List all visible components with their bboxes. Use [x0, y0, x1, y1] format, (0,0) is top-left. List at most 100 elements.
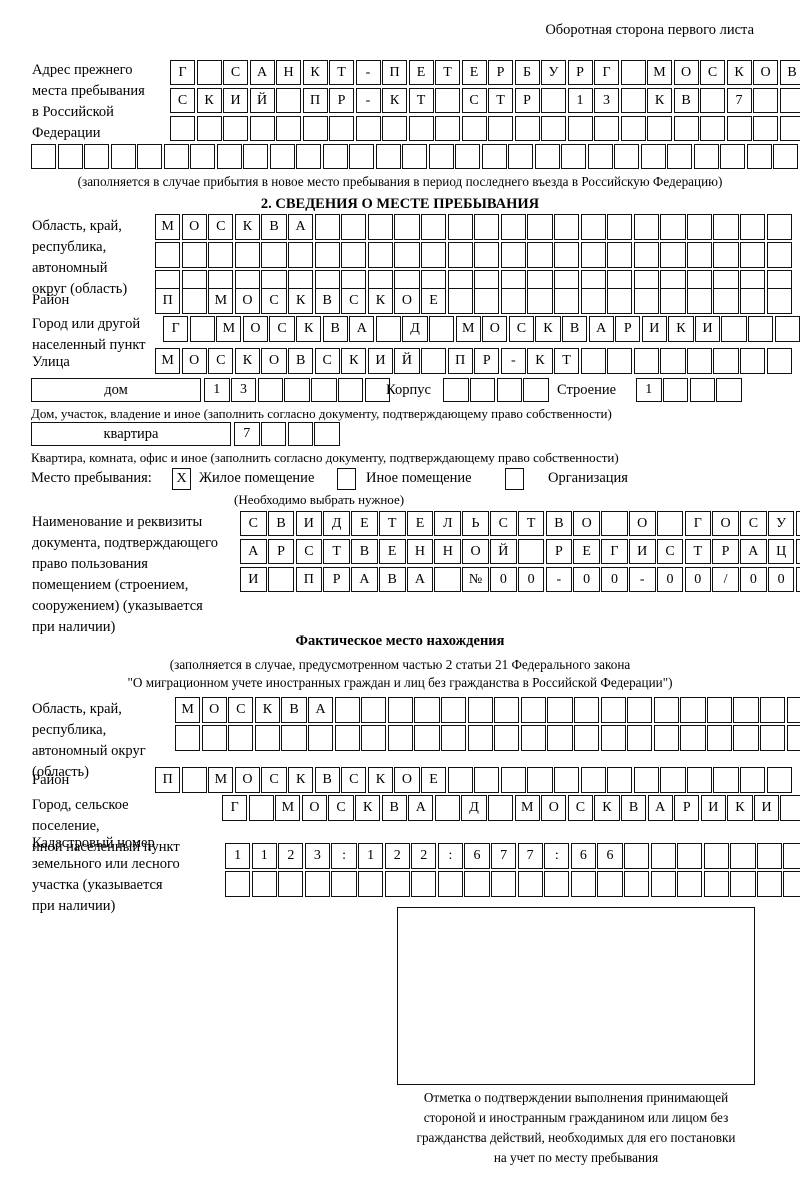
char-cell[interactable]	[281, 725, 307, 751]
char-cell[interactable]	[680, 697, 706, 723]
char-cell[interactable]: Г	[222, 795, 248, 821]
char-cell[interactable]: А	[406, 567, 434, 592]
char-cell[interactable]	[304, 871, 331, 897]
char-cell[interactable]: Н	[276, 60, 301, 85]
char-cell[interactable]	[474, 767, 500, 793]
char-cell[interactable]	[494, 697, 520, 723]
char-cell[interactable]	[341, 214, 367, 240]
char-cell[interactable]	[689, 378, 716, 402]
char-cell[interactable]	[587, 144, 613, 169]
char-cell[interactable]	[703, 871, 729, 897]
char-cell[interactable]	[779, 116, 800, 141]
char-cell[interactable]: С	[208, 348, 234, 374]
char-cell[interactable]	[420, 242, 447, 268]
char-cell[interactable]	[84, 144, 109, 169]
char-cell[interactable]	[402, 144, 427, 169]
char-cell[interactable]: 6	[464, 843, 490, 869]
char-cell[interactable]: К	[647, 88, 672, 113]
char-cell[interactable]: Г	[163, 316, 189, 342]
char-cell[interactable]	[387, 697, 414, 723]
char-cell[interactable]	[334, 725, 360, 751]
char-cell[interactable]	[481, 144, 507, 169]
char-cell[interactable]	[534, 144, 560, 169]
char-cell[interactable]	[607, 214, 633, 240]
char-cell[interactable]: В	[267, 511, 295, 536]
char-cell[interactable]: 3	[230, 378, 257, 402]
char-cell[interactable]	[740, 348, 766, 374]
char-cell[interactable]	[756, 871, 783, 897]
char-cell[interactable]	[223, 116, 248, 141]
char-cell[interactable]	[567, 116, 593, 141]
char-cell[interactable]	[163, 144, 189, 169]
char-cell[interactable]	[766, 242, 792, 268]
char-cell[interactable]	[580, 288, 606, 314]
char-cell[interactable]	[673, 116, 699, 141]
char-cell[interactable]: К	[254, 697, 281, 723]
char-cell[interactable]: П	[302, 88, 328, 113]
char-cell[interactable]	[766, 288, 792, 314]
char-cell[interactable]: 2	[384, 843, 410, 869]
char-cell[interactable]: Р	[674, 795, 700, 821]
char-cell[interactable]	[435, 88, 460, 113]
char-cell[interactable]	[553, 214, 580, 240]
char-cell[interactable]: 1	[636, 378, 662, 402]
char-cell[interactable]	[523, 378, 549, 402]
char-cell[interactable]	[662, 378, 689, 402]
char-cell[interactable]: /	[712, 567, 739, 592]
char-cell[interactable]	[561, 144, 586, 169]
char-cell[interactable]	[201, 725, 227, 751]
char-cell[interactable]: Т	[378, 511, 406, 536]
char-cell[interactable]	[633, 214, 659, 240]
char-cell[interactable]	[384, 871, 410, 897]
char-cell[interactable]	[580, 214, 606, 240]
char-cell[interactable]: Ь	[462, 511, 489, 536]
char-cell[interactable]: М	[208, 288, 234, 314]
char-cell[interactable]: Е	[573, 539, 600, 564]
char-cell[interactable]: К	[287, 288, 314, 314]
char-cell[interactable]	[753, 116, 778, 141]
char-cell[interactable]: Е	[378, 539, 406, 564]
char-cell[interactable]	[527, 288, 553, 314]
char-cell[interactable]	[461, 116, 487, 141]
char-cell[interactable]: С	[295, 539, 323, 564]
char-cell[interactable]: 0	[656, 567, 684, 592]
char-cell[interactable]	[260, 422, 287, 446]
char-cell[interactable]: К	[354, 795, 381, 821]
char-cell[interactable]	[474, 242, 500, 268]
char-cell[interactable]: С	[261, 288, 287, 314]
char-cell[interactable]: 0	[684, 567, 712, 592]
checkbox-organizaciya[interactable]	[505, 468, 524, 490]
char-cell[interactable]	[190, 144, 215, 169]
char-cell[interactable]: М	[175, 697, 201, 723]
char-cell[interactable]: А	[307, 697, 334, 723]
char-cell[interactable]: Т	[488, 88, 513, 113]
char-cell[interactable]: К	[382, 88, 407, 113]
char-cell[interactable]	[251, 871, 277, 897]
char-cell[interactable]	[228, 725, 254, 751]
char-cell[interactable]: С	[314, 348, 340, 374]
char-cell[interactable]: О	[573, 511, 600, 536]
char-cell[interactable]: С	[461, 88, 487, 113]
char-cell[interactable]	[627, 697, 653, 723]
char-cell[interactable]: О	[541, 795, 567, 821]
char-cell[interactable]: О	[462, 539, 489, 564]
char-cell[interactable]	[607, 288, 633, 314]
char-cell[interactable]	[553, 288, 580, 314]
char-cell[interactable]: -	[500, 348, 527, 374]
char-cell[interactable]: Н	[434, 539, 462, 564]
char-cell[interactable]	[249, 116, 275, 141]
korpus-cells[interactable]	[443, 378, 550, 402]
char-cell[interactable]	[627, 725, 653, 751]
char-cell[interactable]	[287, 242, 314, 268]
char-cell[interactable]	[57, 144, 83, 169]
char-cell[interactable]	[500, 242, 527, 268]
checkbox-zhiloe[interactable]: X	[172, 468, 191, 490]
char-cell[interactable]	[766, 767, 792, 793]
char-cell[interactable]	[633, 242, 659, 268]
char-cell[interactable]	[334, 697, 360, 723]
char-cell[interactable]: О	[628, 511, 656, 536]
char-cell[interactable]: Е	[406, 511, 434, 536]
char-cell[interactable]: Р	[474, 348, 500, 374]
